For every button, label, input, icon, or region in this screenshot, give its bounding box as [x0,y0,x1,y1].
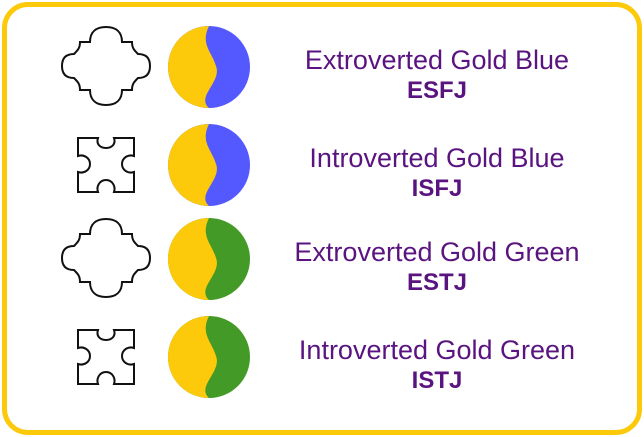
puzzle-introvert-icon [77,329,135,385]
row-title: Extroverted Gold Green [294,237,580,267]
row-title: Extroverted Gold Blue [304,45,570,75]
gold-green-circle-icon [168,218,250,300]
row-code: ESTJ [406,269,468,296]
row-code: ESFJ [406,77,468,104]
personality-row: Extroverted Gold Green ESTJ [0,210,644,306]
gold-blue-circle-icon [168,26,250,108]
personality-row: Extroverted Gold Blue ESFJ [0,18,644,114]
row-code: ISTJ [411,367,463,394]
gold-green-circle-icon [168,316,250,398]
row-title: Introverted Gold Blue [309,143,565,173]
puzzle-introvert-icon [77,137,135,193]
row-code: ISFJ [411,175,463,202]
puzzle-extrovert-icon [60,217,152,299]
personality-row: Introverted Gold Blue ISFJ [0,116,644,212]
puzzle-extrovert-icon [60,25,152,107]
personality-row: Introverted Gold Green ISTJ [0,308,644,404]
row-title: Introverted Gold Green [298,335,576,365]
gold-blue-circle-icon [168,124,250,206]
